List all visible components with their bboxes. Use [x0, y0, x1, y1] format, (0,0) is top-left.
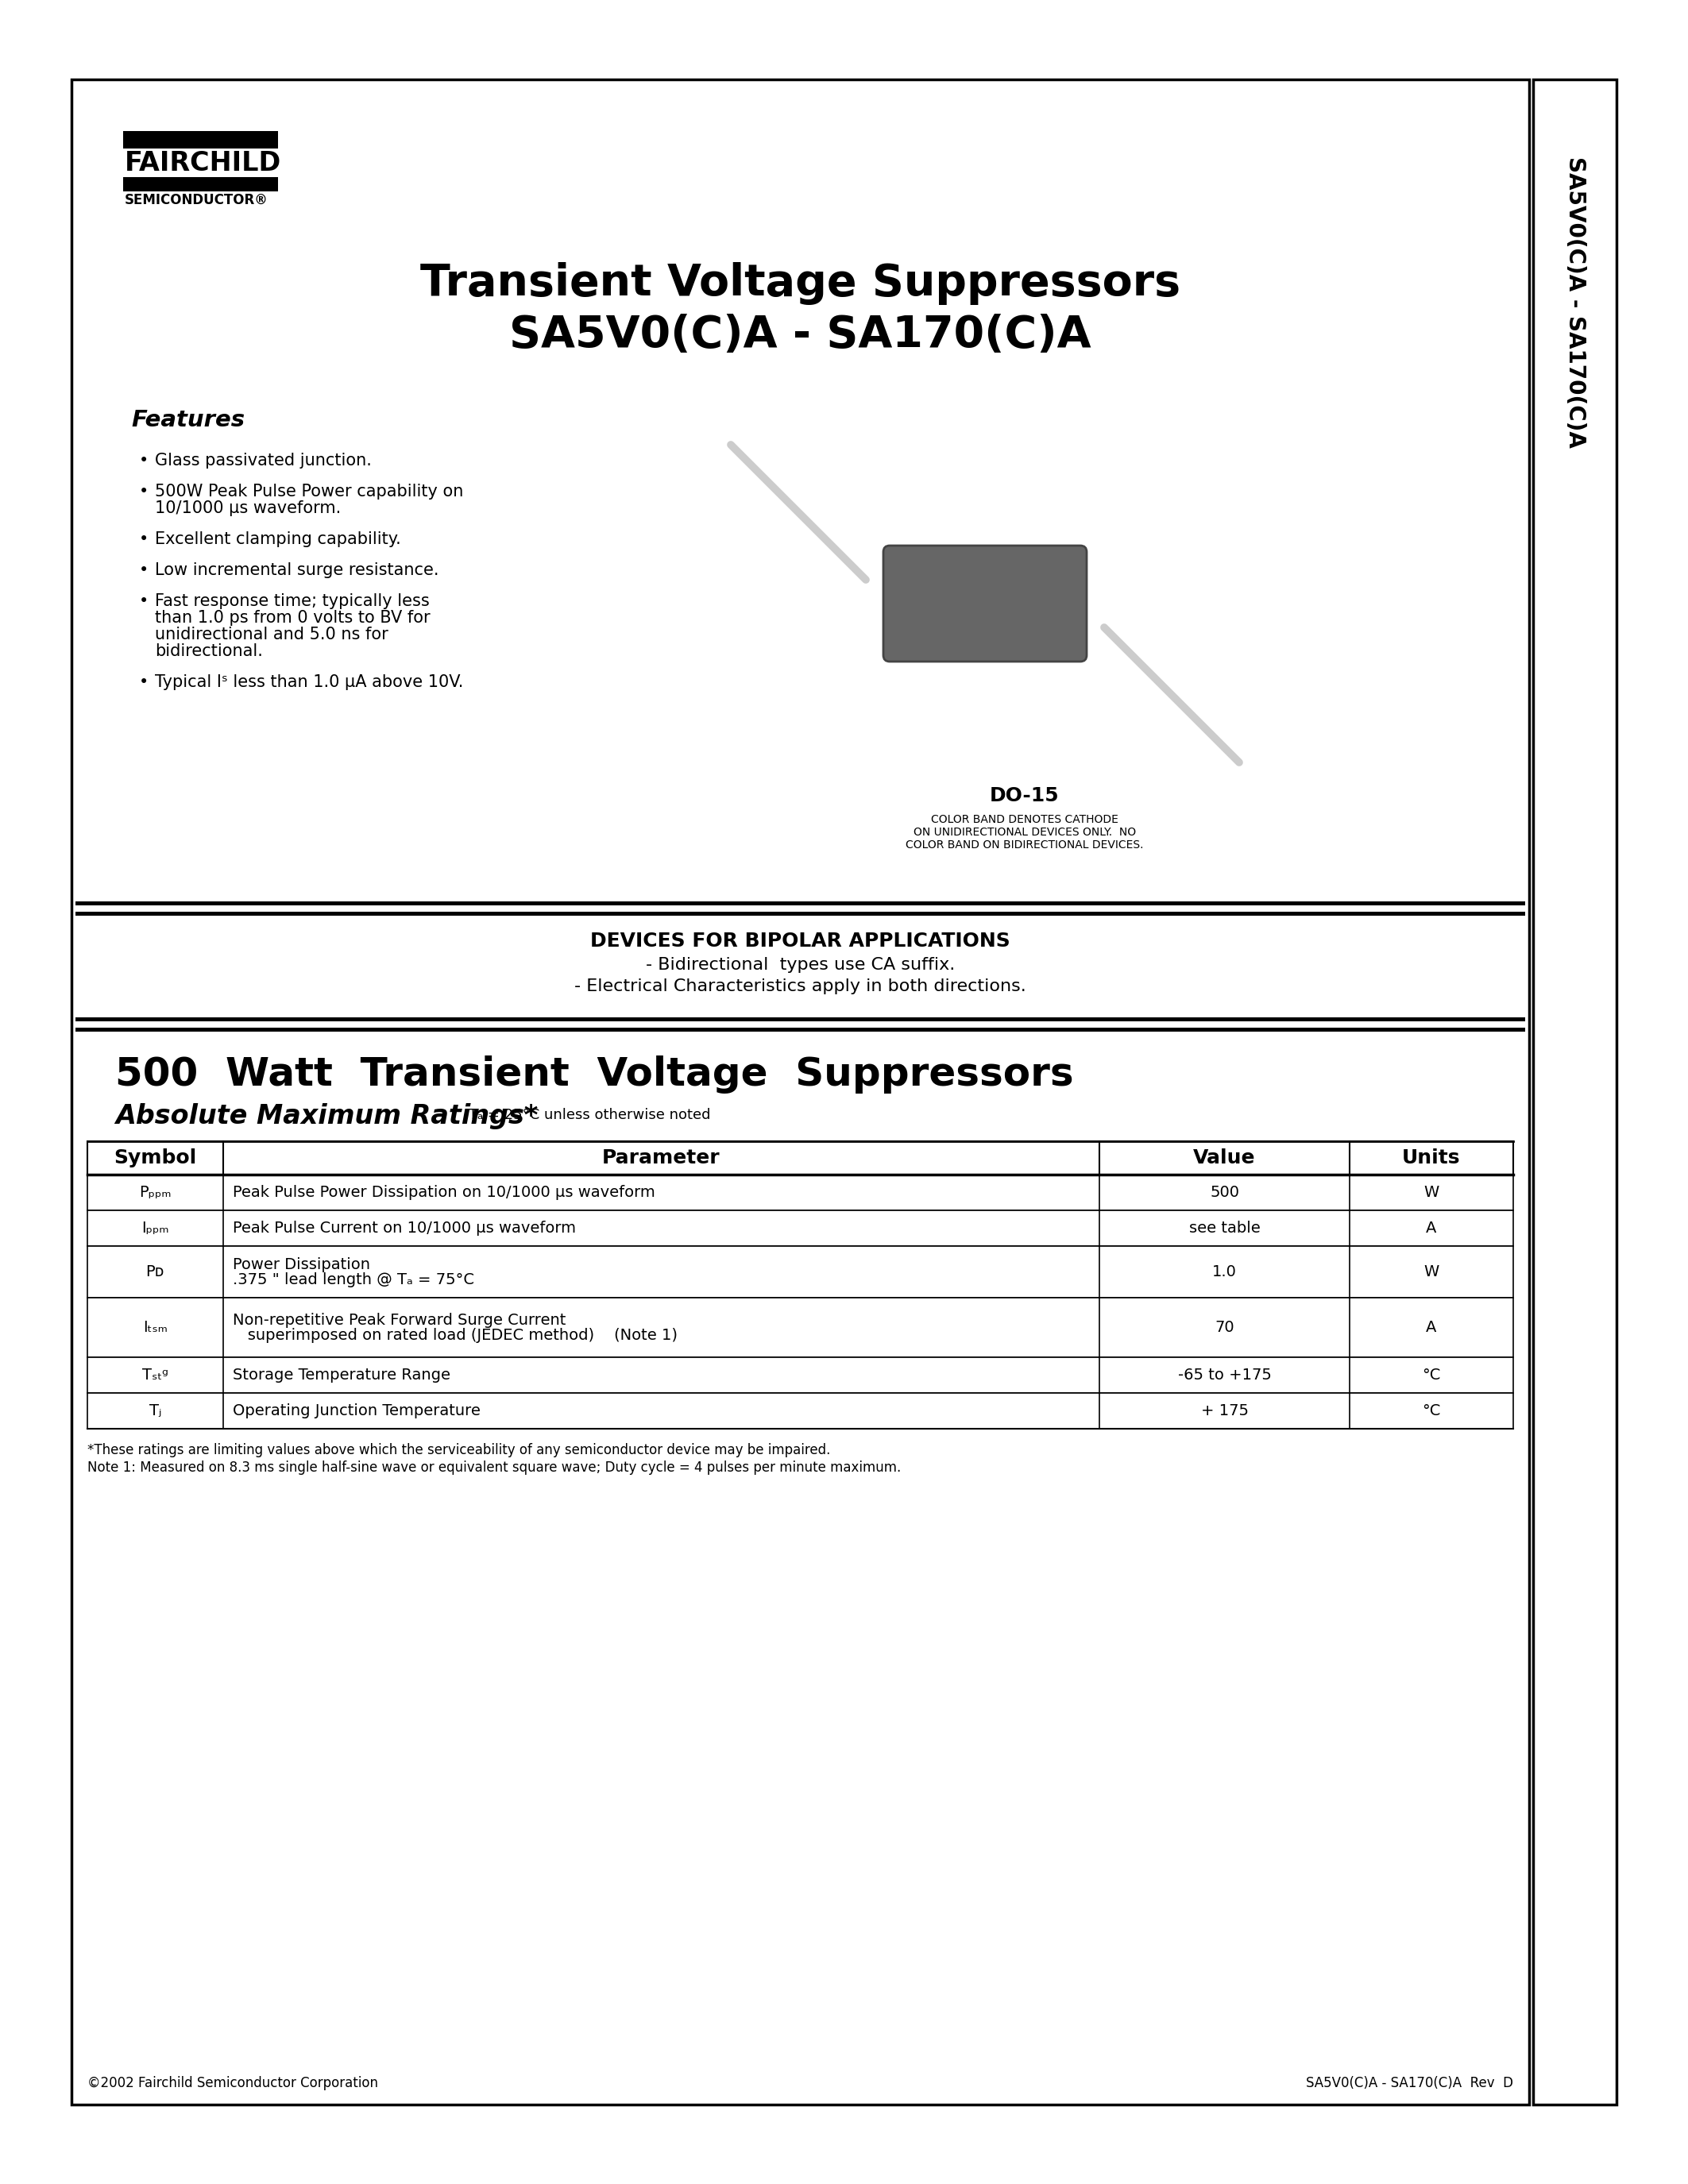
Text: superimposed on rated load (JEDEC method)    (Note 1): superimposed on rated load (JEDEC method… — [233, 1328, 677, 1343]
Text: -65 to +175: -65 to +175 — [1178, 1367, 1271, 1382]
Text: Tₛₜᵍ: Tₛₜᵍ — [142, 1367, 169, 1382]
Text: see table: see table — [1188, 1221, 1261, 1236]
Text: 70: 70 — [1215, 1319, 1234, 1334]
Text: 10/1000 μs waveform.: 10/1000 μs waveform. — [155, 500, 341, 515]
Text: 500  Watt  Transient  Voltage  Suppressors: 500 Watt Transient Voltage Suppressors — [115, 1055, 1074, 1094]
Text: A: A — [1426, 1319, 1436, 1334]
Bar — [76, 1018, 1526, 1022]
Text: than 1.0 ps from 0 volts to BV for: than 1.0 ps from 0 volts to BV for — [155, 609, 430, 627]
Text: Non-repetitive Peak Forward Surge Current: Non-repetitive Peak Forward Surge Curren… — [233, 1313, 565, 1328]
Text: °C: °C — [1421, 1404, 1440, 1417]
Text: Parameter: Parameter — [603, 1149, 721, 1168]
Bar — [88, 1297, 1512, 1356]
Text: ©2002 Fairchild Semiconductor Corporation: ©2002 Fairchild Semiconductor Corporatio… — [88, 2077, 378, 2090]
Bar — [1533, 79, 1617, 2105]
Text: Pₚₚₘ: Pₚₚₘ — [138, 1186, 170, 1199]
Text: 500W Peak Pulse Power capability on: 500W Peak Pulse Power capability on — [155, 483, 464, 500]
Text: Storage Temperature Range: Storage Temperature Range — [233, 1367, 451, 1382]
Bar — [88, 1356, 1512, 1393]
Bar — [88, 1142, 1512, 1175]
Text: Absolute Maximum Ratings*: Absolute Maximum Ratings* — [115, 1103, 538, 1129]
Text: •: • — [138, 531, 149, 548]
Bar — [88, 1175, 1512, 1210]
Text: Fast response time; typically less: Fast response time; typically less — [155, 594, 429, 609]
Text: •: • — [138, 483, 149, 500]
Text: unidirectional and 5.0 ns for: unidirectional and 5.0 ns for — [155, 627, 388, 642]
Text: Value: Value — [1193, 1149, 1256, 1168]
Text: Excellent clamping capability.: Excellent clamping capability. — [155, 531, 402, 548]
Text: SA5V0(C)A - SA170(C)A: SA5V0(C)A - SA170(C)A — [1563, 155, 1587, 448]
Text: 1.0: 1.0 — [1212, 1265, 1237, 1280]
Bar — [88, 1393, 1512, 1428]
Bar — [123, 131, 279, 149]
Text: •: • — [138, 675, 149, 690]
Text: Features: Features — [132, 408, 245, 430]
Text: Tⱼ: Tⱼ — [149, 1404, 162, 1417]
Text: W: W — [1423, 1265, 1438, 1280]
Text: A: A — [1426, 1221, 1436, 1236]
Text: Units: Units — [1403, 1149, 1460, 1168]
Text: •: • — [138, 561, 149, 579]
Text: Peak Pulse Power Dissipation on 10/1000 μs waveform: Peak Pulse Power Dissipation on 10/1000 … — [233, 1186, 655, 1199]
Bar — [123, 177, 279, 192]
Text: Peak Pulse Current on 10/1000 μs waveform: Peak Pulse Current on 10/1000 μs wavefor… — [233, 1221, 576, 1236]
Text: •: • — [138, 452, 149, 470]
Text: Iₜₛₘ: Iₜₛₘ — [143, 1319, 167, 1334]
Text: Low incremental surge resistance.: Low incremental surge resistance. — [155, 561, 439, 579]
Bar — [88, 1210, 1512, 1247]
Text: •: • — [138, 594, 149, 609]
Text: SA5V0(C)A - SA170(C)A: SA5V0(C)A - SA170(C)A — [510, 314, 1090, 356]
Bar — [76, 911, 1526, 915]
FancyBboxPatch shape — [883, 546, 1087, 662]
Text: Typical Iˢ less than 1.0 μA above 10V.: Typical Iˢ less than 1.0 μA above 10V. — [155, 675, 464, 690]
Text: Symbol: Symbol — [113, 1149, 196, 1168]
Text: + 175: + 175 — [1200, 1404, 1249, 1417]
Text: .375 " lead length @ Tₐ = 75°C: .375 " lead length @ Tₐ = 75°C — [233, 1271, 474, 1286]
Bar — [88, 1247, 1512, 1297]
Text: W: W — [1423, 1186, 1438, 1199]
Bar — [71, 79, 1529, 2105]
Text: Pᴅ: Pᴅ — [145, 1265, 164, 1280]
Bar — [76, 902, 1526, 906]
Text: FAIRCHILD: FAIRCHILD — [125, 151, 282, 177]
Text: Iₚₚₘ: Iₚₚₘ — [142, 1221, 169, 1236]
Text: bidirectional.: bidirectional. — [155, 644, 263, 660]
Text: - Bidirectional  types use CA suffix.: - Bidirectional types use CA suffix. — [647, 957, 955, 972]
Text: Operating Junction Temperature: Operating Junction Temperature — [233, 1404, 479, 1417]
Text: °C: °C — [1421, 1367, 1440, 1382]
Text: DEVICES FOR BIPOLAR APPLICATIONS: DEVICES FOR BIPOLAR APPLICATIONS — [591, 933, 1011, 950]
Text: Transient Voltage Suppressors: Transient Voltage Suppressors — [420, 262, 1180, 306]
Text: 500: 500 — [1210, 1186, 1239, 1199]
Text: COLOR BAND DENOTES CATHODE
ON UNIDIRECTIONAL DEVICES ONLY.  NO
COLOR BAND ON BID: COLOR BAND DENOTES CATHODE ON UNIDIRECTI… — [906, 815, 1144, 852]
Text: Power Dissipation: Power Dissipation — [233, 1256, 370, 1271]
Text: SEMICONDUCTOR®: SEMICONDUCTOR® — [125, 192, 268, 207]
Text: *These ratings are limiting values above which the serviceability of any semicon: *These ratings are limiting values above… — [88, 1444, 830, 1457]
Text: - Electrical Characteristics apply in both directions.: - Electrical Characteristics apply in bo… — [574, 978, 1026, 994]
Text: SA5V0(C)A - SA170(C)A  Rev  D: SA5V0(C)A - SA170(C)A Rev D — [1307, 2077, 1512, 2090]
Text: Tₐ = 25°C unless otherwise noted: Tₐ = 25°C unless otherwise noted — [469, 1107, 711, 1123]
Text: Note 1: Measured on 8.3 ms single half-sine wave or equivalent square wave; Duty: Note 1: Measured on 8.3 ms single half-s… — [88, 1461, 901, 1474]
Bar — [76, 1029, 1526, 1031]
Text: DO-15: DO-15 — [989, 786, 1060, 806]
Text: Glass passivated junction.: Glass passivated junction. — [155, 452, 371, 470]
